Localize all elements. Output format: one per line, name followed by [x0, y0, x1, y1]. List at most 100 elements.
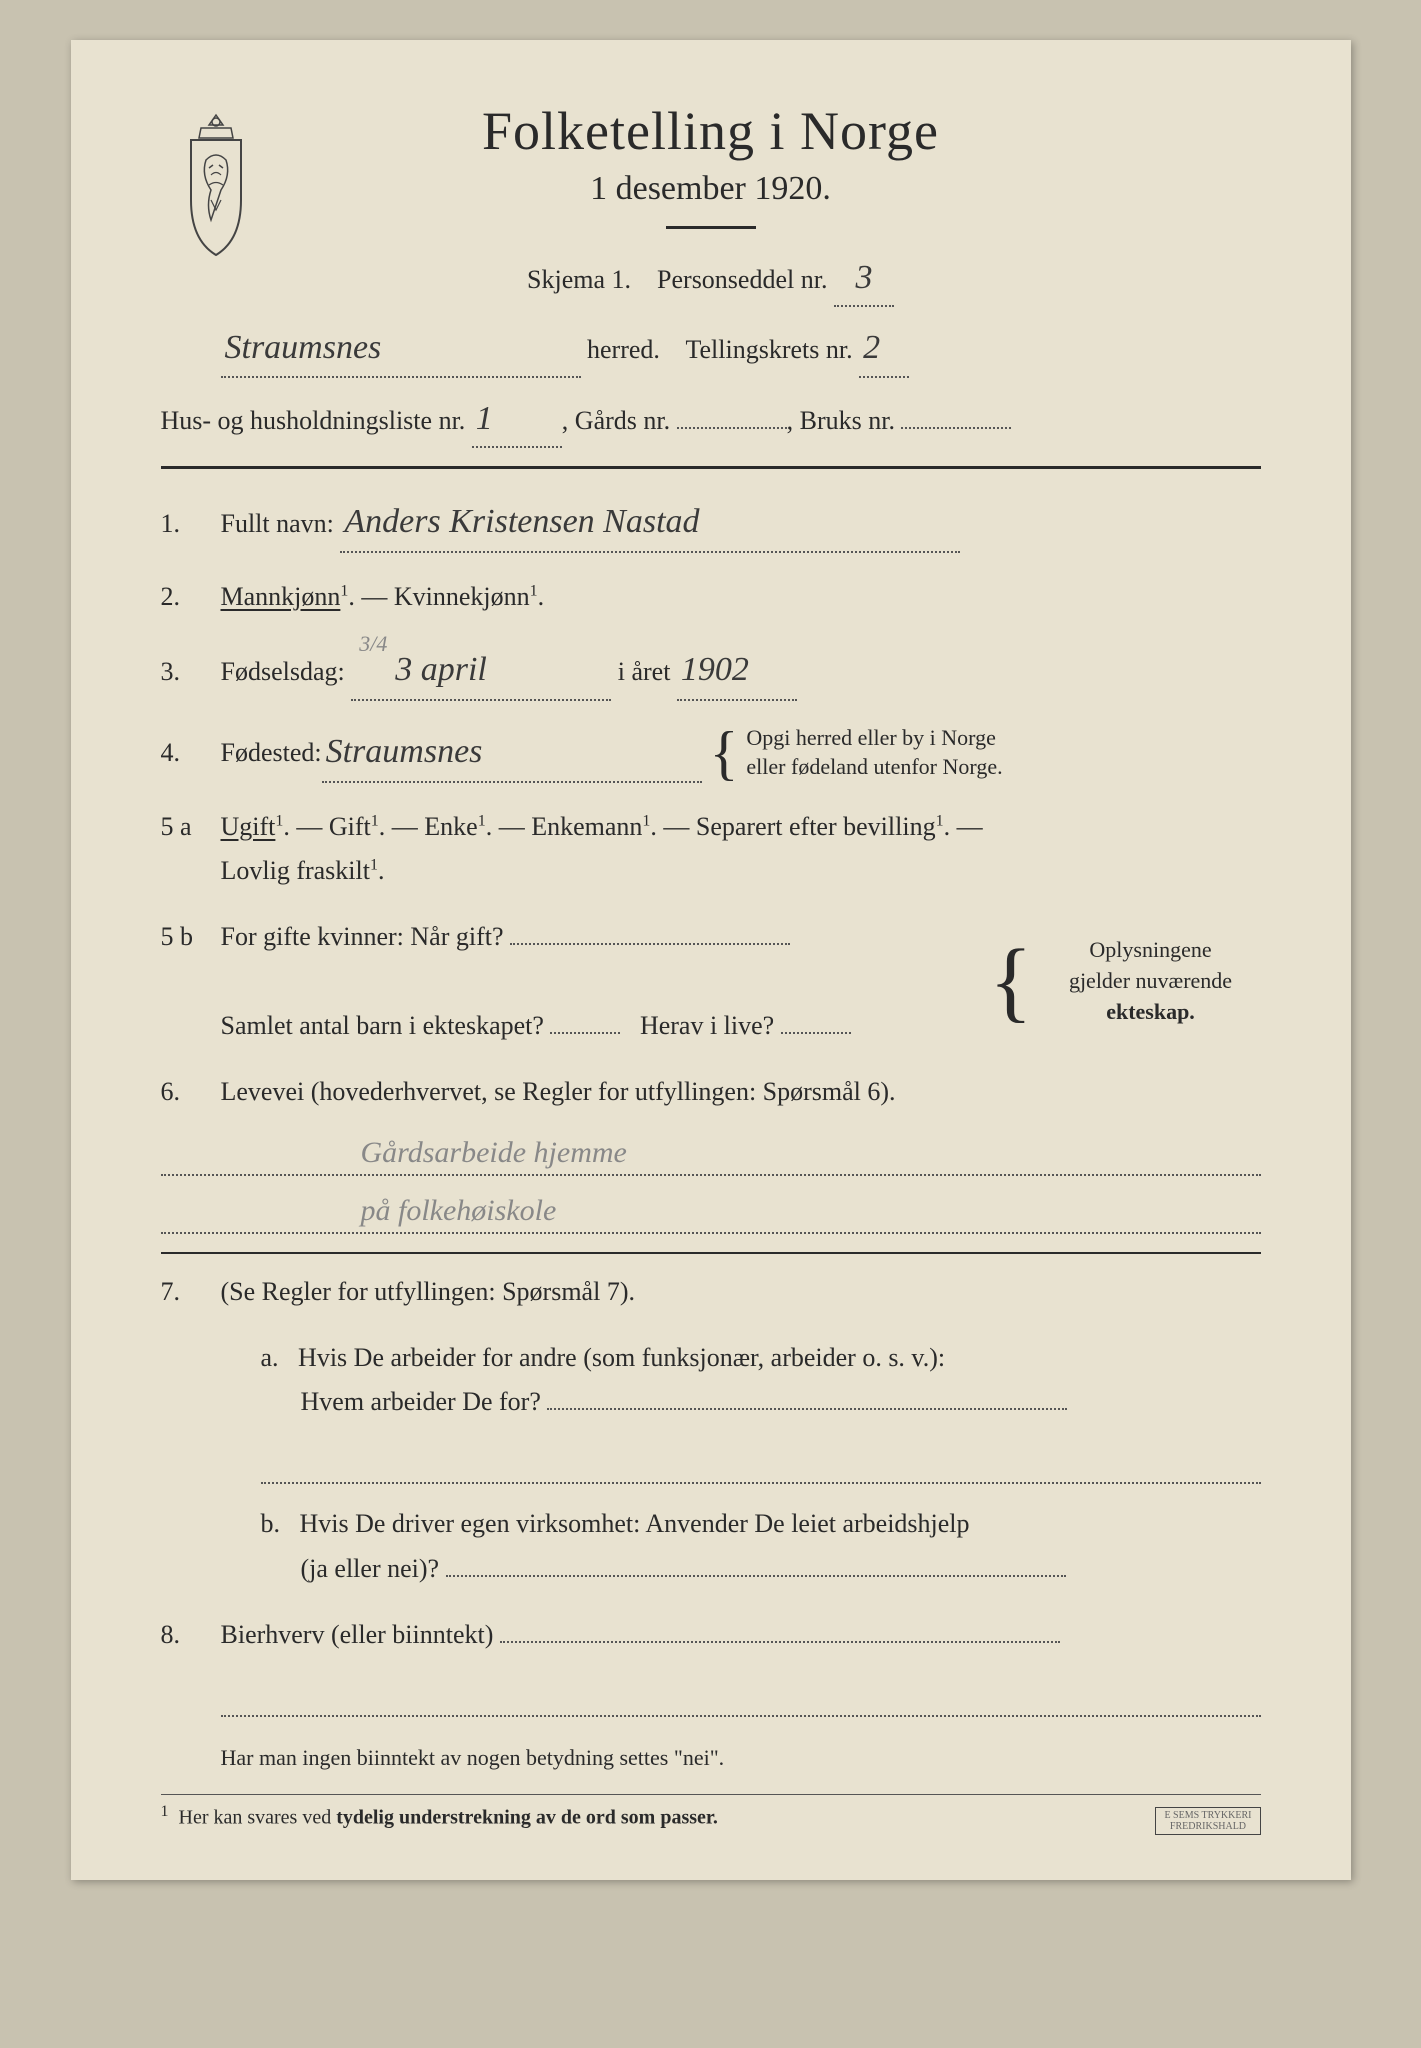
brace-icon: { [710, 738, 739, 768]
q5b-note2: gjelder nuværende [1069, 968, 1232, 993]
q3-year: 1902 [677, 641, 797, 701]
stamp-line1: E SEMS TRYKKERI [1164, 1810, 1251, 1821]
q4-num: 4. [161, 731, 221, 775]
footnote-text: Her kan svares ved tydelig understreknin… [179, 1807, 718, 1829]
tellingskrets-value: 2 [859, 321, 909, 377]
q5b-label1: For gifte kvinner: Når gift? [221, 922, 504, 951]
q5a-gift: Gift [329, 812, 371, 841]
q5a-num: 5 a [161, 805, 221, 849]
page-subtitle: 1 desember 1920. [161, 170, 1261, 208]
q5a-fraskilt: Lovlig fraskilt [221, 856, 370, 885]
q2-kvinne: Kvinnekjønn [394, 582, 530, 611]
header: Folketelling i Norge 1 desember 1920. [161, 100, 1261, 229]
q1: 1. Fullt navn: Anders Kristensen Nastad [161, 493, 1261, 553]
q8: 8. Bierhverv (eller biinntekt) [161, 1613, 1261, 1657]
herred-line: Straumsnes herred. Tellingskrets nr. 2 [161, 321, 1261, 377]
q7a-text1: Hvis De arbeider for andre (som funksjon… [298, 1343, 945, 1372]
q5a-separert: Separert efter bevilling [696, 812, 936, 841]
q3-num: 3. [161, 650, 221, 694]
printer-stamp: E SEMS TRYKKERI FREDRIKSHALD [1155, 1807, 1260, 1835]
q3-year-label: i året [618, 657, 671, 686]
skjema-label: Skjema 1. [527, 265, 631, 294]
q5b-label3: Herav i live? [640, 1011, 774, 1040]
q7a-answer-line [261, 1446, 1261, 1484]
herred-value: Straumsnes [221, 321, 581, 377]
q1-label: Fullt navn: [221, 509, 334, 538]
q-divider [161, 1252, 1261, 1254]
q7b: b. Hvis De driver egen virksomhet: Anven… [161, 1502, 1261, 1590]
stamp-line2: FREDRIKSHALD [1170, 1821, 1246, 1832]
q4: 4. Fødested: Straumsnes { Opgi herred el… [161, 723, 1261, 783]
husliste-value: 1 [472, 392, 562, 448]
q8-label: Bierhverv (eller biinntekt) [221, 1620, 494, 1649]
q4-note: Opgi herred eller by i Norge eller fødel… [746, 724, 1002, 781]
form-id-line: Skjema 1. Personseddel nr. 3 [161, 251, 1261, 307]
bruks-label: Bruks nr. [800, 406, 895, 435]
q3-label: Fødselsdag: [221, 657, 345, 686]
q5b: 5 b For gifte kvinner: Når gift? Samlet … [161, 915, 1261, 1048]
q5a: 5 a Ugift1. — Gift1. — Enke1. — Enkemann… [161, 805, 1261, 893]
q4-value: Straumsnes [322, 723, 702, 783]
q7b-text2: (ja eller nei)? [301, 1554, 440, 1583]
coat-of-arms-icon [161, 110, 271, 260]
q1-num: 1. [161, 502, 221, 546]
q5a-enke: Enke [424, 812, 477, 841]
tellingskrets-label: Tellingskrets nr. [685, 335, 852, 364]
page-title: Folketelling i Norge [161, 100, 1261, 162]
q5b-note1: Oplysningene [1089, 937, 1211, 962]
q4-note1: Opgi herred eller by i Norge [746, 725, 995, 750]
personseddel-value: 3 [834, 251, 894, 307]
q7: 7. (Se Regler for utfyllingen: Spørsmål … [161, 1270, 1261, 1314]
footnote-sup: 1 [161, 1803, 169, 1820]
q5b-note: Oplysningene gjelder nuværende ekteskap. [1041, 935, 1261, 1027]
personseddel-label: Personseddel nr. [657, 265, 827, 294]
q4-note2: eller fødeland utenfor Norge. [746, 754, 1002, 779]
husliste-label: Hus- og husholdningsliste nr. [161, 406, 466, 435]
q2-mann: Mannkjønn [221, 582, 341, 611]
q8-answer-line [221, 1679, 1261, 1717]
q5b-field1 [510, 943, 790, 945]
q7a-text2: Hvem arbeider De for? [301, 1387, 541, 1416]
q3-day: 3 april [395, 651, 487, 688]
q6-value1: Gårdsarbeide hjemme [361, 1136, 627, 1169]
q5a-enkemann: Enkemann [531, 812, 642, 841]
section-divider [161, 466, 1261, 469]
q3: 3. Fødselsdag: 3/4 3 april i året 1902 [161, 641, 1261, 701]
q2: 2. Mannkjønn1. — Kvinnekjønn1. [161, 575, 1261, 619]
q6-answer2: på folkehøiskole [161, 1194, 1261, 1234]
q3-frac: 3/4 [359, 625, 387, 662]
gards-value [677, 427, 787, 429]
q7a-label: a. [261, 1343, 279, 1372]
q4-label: Fødested: [221, 731, 322, 775]
bruks-value [901, 427, 1011, 429]
q6-label: Levevei (hovederhvervet, se Regler for u… [221, 1077, 896, 1106]
q5a-ugift: Ugift [221, 812, 276, 841]
q2-num: 2. [161, 575, 221, 619]
q5b-label2: Samlet antal barn i ekteskapet? [221, 1011, 544, 1040]
q5b-note3: ekteskap. [1106, 999, 1195, 1024]
brace-icon: { [989, 959, 1032, 1004]
q6: 6. Levevei (hovederhvervet, se Regler fo… [161, 1070, 1261, 1114]
q7-label: (Se Regler for utfyllingen: Spørsmål 7). [221, 1277, 635, 1306]
q6-num: 6. [161, 1070, 221, 1114]
q7b-label: b. [261, 1509, 281, 1538]
q6-value2: på folkehøiskole [361, 1194, 557, 1227]
q1-value: Anders Kristensen Nastad [340, 493, 960, 553]
q7a: a. Hvis De arbeider for andre (som funks… [161, 1336, 1261, 1424]
gards-label: Gårds nr. [575, 406, 670, 435]
title-divider [666, 226, 756, 229]
herred-label: herred. [587, 335, 660, 364]
footnote: 1 Her kan svares ved tydelig understrekn… [161, 1794, 1261, 1830]
q7b-field [446, 1575, 1066, 1577]
q7-num: 7. [161, 1270, 221, 1314]
census-form-page: Folketelling i Norge 1 desember 1920. Sk… [71, 40, 1351, 1880]
footer-note: Har man ingen biinntekt av nogen betydni… [161, 1741, 1261, 1774]
husliste-line: Hus- og husholdningsliste nr. 1, Gårds n… [161, 392, 1261, 448]
q8-field [500, 1641, 1060, 1643]
q7a-field [547, 1408, 1067, 1410]
q5b-num: 5 b [161, 915, 221, 959]
q5b-field2 [550, 1032, 620, 1034]
q6-answer1: Gårdsarbeide hjemme [161, 1136, 1261, 1176]
q7b-text1: Hvis De driver egen virksomhet: Anvender… [300, 1509, 970, 1538]
q8-num: 8. [161, 1613, 221, 1657]
